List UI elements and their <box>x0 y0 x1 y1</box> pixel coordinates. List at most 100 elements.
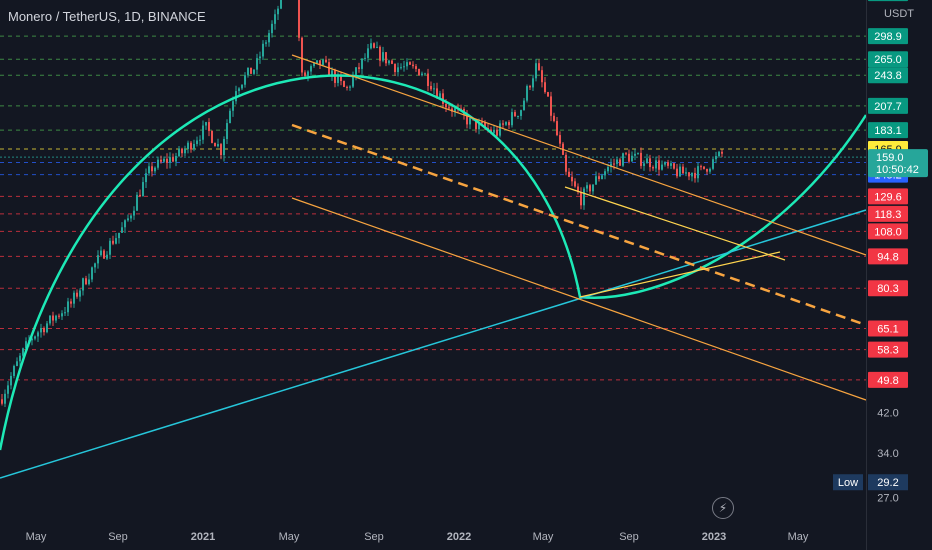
up-candle-body <box>655 160 657 169</box>
wedge-lower-line <box>579 251 781 298</box>
down-candle-body <box>409 62 411 65</box>
up-candle-body <box>82 278 84 291</box>
up-candle-body <box>691 172 693 177</box>
down-candle-body <box>208 122 210 131</box>
up-candle-body <box>424 73 426 75</box>
up-candle-body <box>229 110 231 124</box>
price-level-tag <box>868 371 908 388</box>
up-candle-body <box>352 76 354 87</box>
up-candle-body <box>115 238 117 244</box>
down-candle-body <box>58 315 60 317</box>
up-candle-body <box>610 163 612 168</box>
time-tick-label: May <box>533 531 554 543</box>
up-candle-body <box>25 341 27 349</box>
down-candle-body <box>151 166 153 172</box>
down-candle-body <box>481 122 483 124</box>
up-candle-body <box>193 143 195 150</box>
price-level-tag <box>868 280 908 297</box>
down-candle-body <box>619 159 621 166</box>
channel-upper-line <box>291 54 867 256</box>
price-level-tag <box>868 223 908 240</box>
down-candle-body <box>613 163 615 165</box>
up-candle-body <box>91 267 93 280</box>
up-candle-body <box>586 185 588 189</box>
up-candle-body <box>511 112 513 126</box>
price-tick-label: 42.0 <box>877 408 898 420</box>
up-candle-body <box>61 313 63 317</box>
down-candle-body <box>673 163 675 169</box>
up-candle-body <box>634 153 636 156</box>
price-level-tag <box>868 248 908 265</box>
down-candle-body <box>340 75 342 82</box>
up-candle-body <box>712 159 714 169</box>
up-candle-body <box>184 148 186 154</box>
up-candle-body <box>10 375 12 386</box>
up-candle-body <box>127 218 129 221</box>
up-candle-body <box>163 158 165 162</box>
current-price-value: 159.0 <box>876 152 904 164</box>
down-candle-body <box>466 114 468 125</box>
up-candle-body <box>217 144 219 147</box>
price-tick-label: 27.0 <box>877 492 898 504</box>
down-candle-body <box>250 67 252 74</box>
up-candle-body <box>397 67 399 73</box>
price-level-label: 298.9 <box>874 31 902 43</box>
down-candle-body <box>652 167 654 169</box>
down-candle-body <box>172 157 174 162</box>
down-candle-body <box>427 73 429 86</box>
up-candle-body <box>223 139 225 156</box>
price-level-label: 80.3 <box>877 283 898 295</box>
down-candle-body <box>694 172 696 179</box>
down-candle-body <box>559 135 561 144</box>
up-candle-body <box>130 215 132 219</box>
up-candle-body <box>88 279 90 285</box>
up-candle-body <box>535 63 537 79</box>
down-candle-body <box>391 60 393 64</box>
up-candle-body <box>331 70 333 77</box>
up-candle-body <box>376 46 378 48</box>
up-candle-body <box>307 71 309 76</box>
up-candle-body <box>157 159 159 168</box>
up-candle-body <box>4 393 6 404</box>
down-candle-body <box>301 37 303 73</box>
up-candle-body <box>232 101 234 111</box>
up-candle-body <box>661 164 663 170</box>
up-candle-body <box>583 188 585 206</box>
replay-bolt-icon[interactable]: ⚡ <box>712 497 734 519</box>
up-candle-body <box>493 129 495 133</box>
up-candle-body <box>310 66 312 72</box>
up-candle-body <box>355 67 357 77</box>
price-axis[interactable]: 538.3439.1374.1298.9265.0243.8207.7183.1… <box>833 0 928 504</box>
down-candle-body <box>541 70 543 83</box>
up-candle-body <box>100 250 102 256</box>
price-level-tag <box>868 28 908 45</box>
down-candle-body <box>565 154 567 172</box>
down-candle-body <box>412 64 414 67</box>
price-level-label: 265.0 <box>874 54 902 66</box>
up-candle-body <box>97 255 99 264</box>
down-candle-body <box>373 43 375 48</box>
currency-label: USDT <box>884 8 914 20</box>
long-trendline <box>0 209 867 479</box>
up-candle-body <box>106 254 108 259</box>
time-tick-label: Sep <box>619 531 639 543</box>
down-candle-body <box>298 0 300 38</box>
price-level-label: 243.8 <box>874 70 902 82</box>
down-candle-body <box>577 186 579 193</box>
down-candle-body <box>430 85 432 90</box>
down-candle-body <box>658 160 660 170</box>
down-candle-body <box>598 176 600 180</box>
down-candle-body <box>415 66 417 70</box>
axis-separator <box>866 0 867 550</box>
down-candle-body <box>706 168 708 172</box>
down-candle-body <box>649 158 651 168</box>
up-candle-body <box>145 173 147 183</box>
down-candle-body <box>496 129 498 136</box>
time-tick-label: 2022 <box>447 531 471 543</box>
down-candle-body <box>676 168 678 177</box>
up-candle-body <box>616 159 618 164</box>
down-candle-body <box>475 119 477 130</box>
up-candle-body <box>73 292 75 304</box>
down-candle-body <box>625 153 627 155</box>
